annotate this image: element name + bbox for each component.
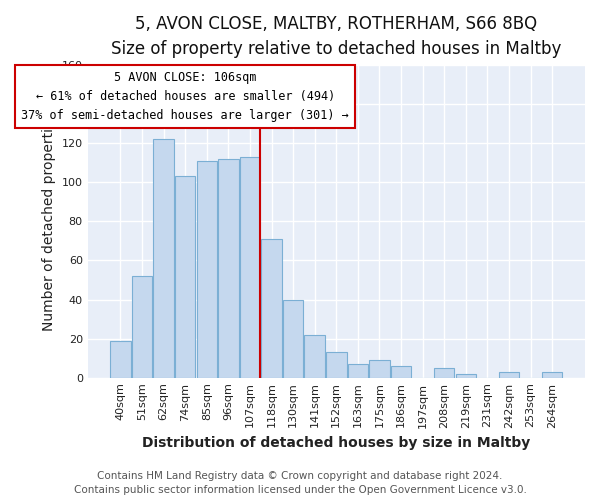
Bar: [304, 334, 325, 378]
Bar: [542, 372, 562, 378]
Bar: [391, 366, 412, 378]
X-axis label: Distribution of detached houses by size in Maltby: Distribution of detached houses by size …: [142, 436, 530, 450]
Bar: [499, 372, 519, 378]
Bar: [326, 352, 347, 378]
Text: 5 AVON CLOSE: 106sqm
← 61% of detached houses are smaller (494)
37% of semi-deta: 5 AVON CLOSE: 106sqm ← 61% of detached h…: [22, 71, 349, 122]
Bar: [110, 340, 131, 378]
Bar: [434, 368, 454, 378]
Title: 5, AVON CLOSE, MALTBY, ROTHERHAM, S66 8BQ
Size of property relative to detached : 5, AVON CLOSE, MALTBY, ROTHERHAM, S66 8B…: [111, 15, 562, 58]
Bar: [283, 300, 304, 378]
Bar: [154, 140, 174, 378]
Bar: [132, 276, 152, 378]
Bar: [262, 239, 282, 378]
Bar: [347, 364, 368, 378]
Bar: [175, 176, 196, 378]
Bar: [218, 159, 239, 378]
Text: Contains HM Land Registry data © Crown copyright and database right 2024.
Contai: Contains HM Land Registry data © Crown c…: [74, 471, 526, 495]
Y-axis label: Number of detached properties: Number of detached properties: [42, 112, 56, 330]
Bar: [455, 374, 476, 378]
Bar: [369, 360, 390, 378]
Bar: [240, 157, 260, 378]
Bar: [197, 161, 217, 378]
